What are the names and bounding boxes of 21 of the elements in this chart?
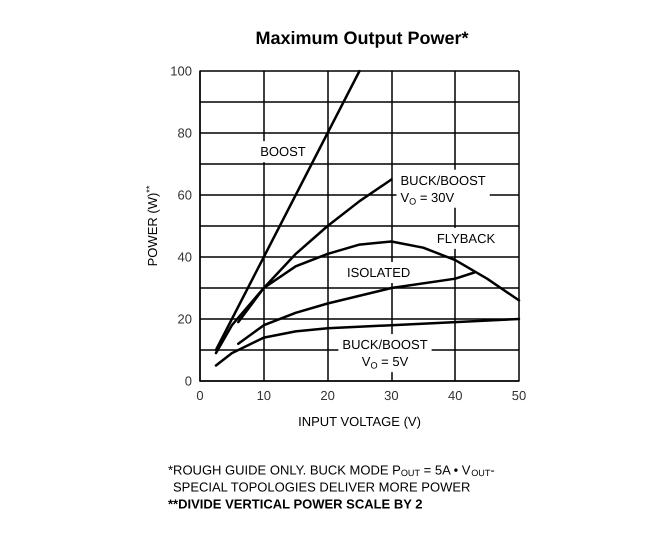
x-axis-title: INPUT VOLTAGE (V): [298, 414, 421, 429]
x-tick-label: 50: [512, 388, 526, 403]
x-tick-label: 30: [384, 388, 399, 403]
series-label: ISOLATED: [346, 265, 410, 280]
y-tick-label: 20: [178, 312, 192, 326]
y-tick-label: 100: [170, 64, 192, 78]
y-tick-label: 40: [178, 250, 192, 264]
series-label: FLYBACK: [436, 230, 496, 246]
text: **DIVIDE VERTICAL POWER SCALE BY 2: [168, 496, 423, 512]
y-tick-label: 60: [178, 188, 192, 202]
x-tick-label: 40: [448, 388, 462, 403]
x-tick-label: 20: [320, 388, 335, 403]
x-tick-label: 0: [196, 388, 204, 403]
chart-title: Maximum Output Power*: [255, 28, 469, 48]
y-axis-title: POWER (W)**: [144, 185, 160, 266]
text: *ROUGH GUIDE ONLY. BUCK MODE POUT = 5A • VOUT-: [168, 462, 495, 478]
y-tick-label: 0: [184, 374, 192, 388]
y-tick-label: 80: [178, 126, 192, 140]
text: SPECIAL TOPOLOGIES DELIVER MORE POWER: [173, 480, 470, 494]
series-label: BOOST: [260, 144, 306, 160]
x-tick-label: 10: [256, 388, 272, 403]
